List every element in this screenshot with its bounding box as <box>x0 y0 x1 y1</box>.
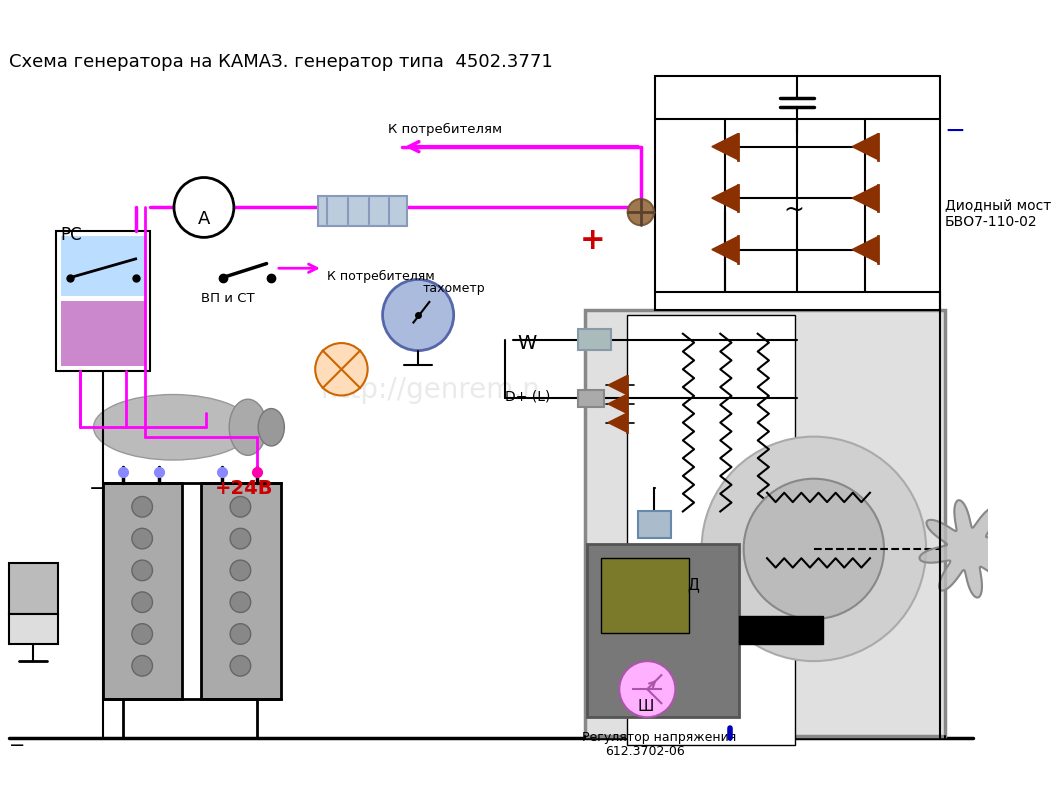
Polygon shape <box>712 185 738 211</box>
Text: −: − <box>10 736 25 755</box>
Bar <box>102 483 183 699</box>
Text: http://genrem.n     rod.ru: http://genrem.n rod.ru <box>321 376 667 404</box>
Bar <box>61 236 145 296</box>
Bar <box>586 544 739 718</box>
Polygon shape <box>920 500 1017 597</box>
Circle shape <box>743 479 884 619</box>
Bar <box>56 231 150 371</box>
Circle shape <box>230 497 250 517</box>
Text: ВП и СТ: ВП и СТ <box>201 292 254 305</box>
Circle shape <box>132 497 152 517</box>
Bar <box>10 563 58 615</box>
Bar <box>578 390 604 406</box>
Polygon shape <box>712 237 738 263</box>
Text: Ш: Ш <box>638 699 655 714</box>
Bar <box>638 512 671 538</box>
Circle shape <box>230 592 250 612</box>
Text: тахометр: тахометр <box>422 282 486 296</box>
Circle shape <box>627 199 654 226</box>
Text: А: А <box>197 210 210 228</box>
Text: Диодный мост: Диодный мост <box>945 198 1051 212</box>
Polygon shape <box>852 185 879 211</box>
Bar <box>601 558 690 633</box>
Ellipse shape <box>94 395 252 460</box>
Polygon shape <box>852 134 879 160</box>
Circle shape <box>132 528 152 549</box>
Text: К потребителям: К потребителям <box>327 270 435 283</box>
Text: БВО7-110-02: БВО7-110-02 <box>945 215 1037 229</box>
Circle shape <box>174 178 233 237</box>
Bar <box>626 315 795 745</box>
Circle shape <box>230 528 250 549</box>
Text: ~: ~ <box>782 198 804 222</box>
Polygon shape <box>852 237 879 263</box>
Circle shape <box>230 656 250 676</box>
Text: D+ (L): D+ (L) <box>505 390 550 404</box>
Text: Регулятор напряжения: Регулятор напряжения <box>582 731 736 744</box>
Circle shape <box>316 343 367 395</box>
Bar <box>10 615 58 645</box>
Circle shape <box>382 280 454 351</box>
Text: −: − <box>89 479 107 499</box>
Text: −: − <box>945 119 966 142</box>
Bar <box>318 196 407 226</box>
Ellipse shape <box>229 399 266 455</box>
Text: +: + <box>580 226 605 255</box>
Text: Д: Д <box>687 577 699 592</box>
Text: РС: РС <box>61 226 82 244</box>
Text: Схема генератора на КАМАЗ. генератор типа  4502.3771: Схема генератора на КАМАЗ. генератор тип… <box>10 53 553 71</box>
Circle shape <box>132 624 152 645</box>
Polygon shape <box>608 376 626 395</box>
Polygon shape <box>608 413 626 432</box>
Circle shape <box>132 560 152 581</box>
Polygon shape <box>712 134 738 160</box>
Text: К потребителям: К потребителям <box>389 123 503 136</box>
Text: 612.3702-06: 612.3702-06 <box>605 745 685 758</box>
Bar <box>201 483 281 699</box>
Bar <box>578 329 610 350</box>
Circle shape <box>230 624 250 645</box>
Circle shape <box>132 592 152 612</box>
Circle shape <box>701 437 926 661</box>
Bar <box>585 310 945 736</box>
Text: W: W <box>517 334 536 353</box>
Polygon shape <box>608 395 626 413</box>
Text: +24В: +24В <box>215 479 274 498</box>
Circle shape <box>619 661 676 718</box>
Ellipse shape <box>258 409 284 446</box>
Circle shape <box>132 656 152 676</box>
Bar <box>739 616 824 645</box>
Bar <box>61 301 145 366</box>
Circle shape <box>230 560 250 581</box>
Bar <box>655 76 940 310</box>
